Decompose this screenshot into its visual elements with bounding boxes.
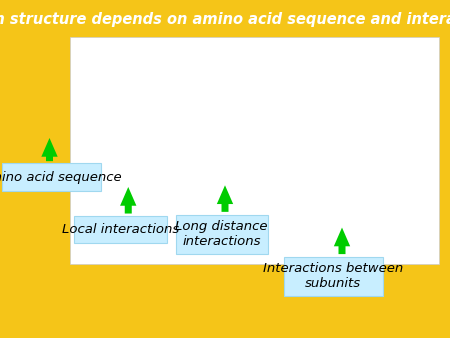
FancyBboxPatch shape: [2, 163, 101, 191]
Text: Interactions between
subunits: Interactions between subunits: [263, 262, 403, 290]
Bar: [70, 37, 439, 264]
Text: Amino acid sequence: Amino acid sequence: [0, 171, 122, 184]
Text: Protein structure depends on amino acid sequence and interactions: Protein structure depends on amino acid …: [0, 12, 450, 27]
Text: Long distance
interactions: Long distance interactions: [176, 220, 268, 248]
Text: Local interactions: Local interactions: [62, 223, 179, 236]
FancyBboxPatch shape: [284, 257, 382, 296]
FancyBboxPatch shape: [176, 215, 268, 254]
FancyBboxPatch shape: [74, 216, 166, 243]
